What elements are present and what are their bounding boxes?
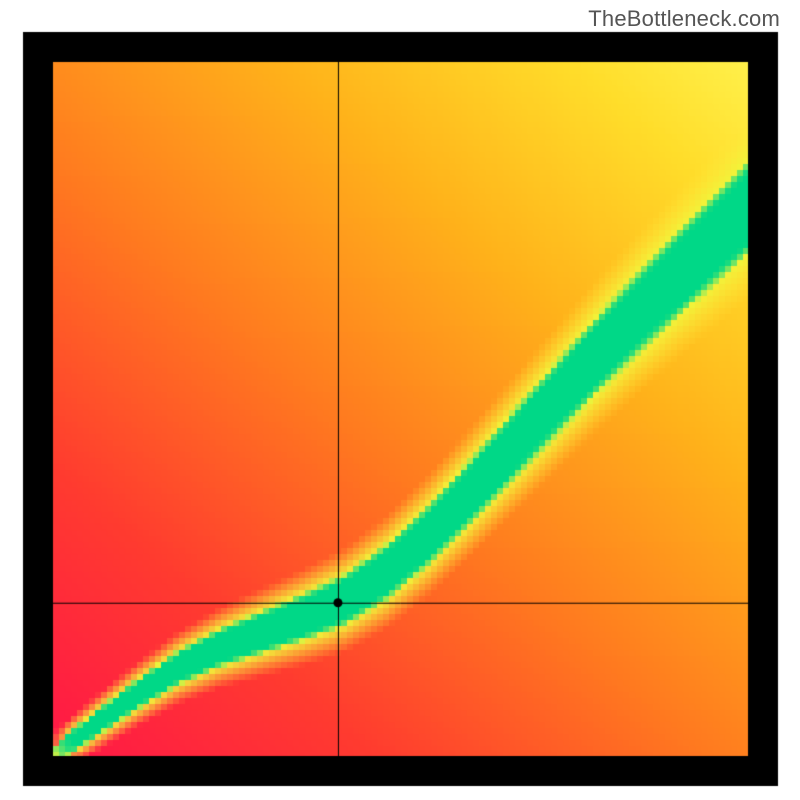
watermark-text: TheBottleneck.com bbox=[588, 6, 780, 32]
chart-container: TheBottleneck.com bbox=[0, 0, 800, 800]
heatmap-canvas bbox=[0, 0, 800, 800]
